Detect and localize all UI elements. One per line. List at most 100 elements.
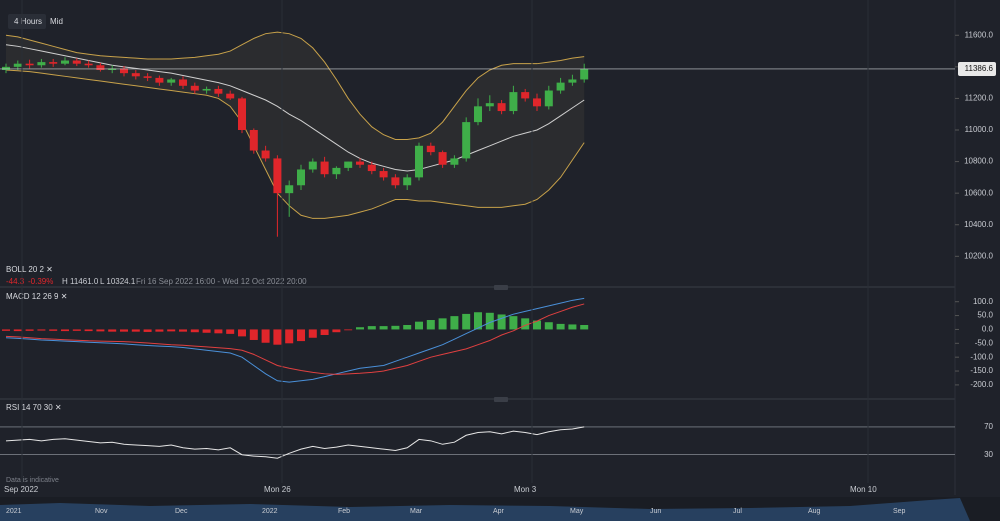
candle-body — [332, 167, 341, 175]
macd-histogram — [202, 329, 211, 333]
navigator-label: Jul — [733, 508, 742, 515]
candle-body — [356, 161, 364, 165]
macd-histogram — [273, 329, 282, 345]
price-mode[interactable]: Mid — [50, 17, 63, 26]
resize-handle[interactable] — [494, 397, 508, 402]
candle-body — [238, 98, 246, 130]
macd-histogram — [344, 329, 353, 331]
navigator-label: Nov — [95, 508, 108, 515]
candle-body — [308, 161, 317, 170]
candle-body — [49, 62, 58, 64]
macd-histogram — [308, 329, 317, 338]
macd-histogram — [261, 329, 270, 343]
candle-body — [379, 171, 388, 178]
navigator-label: Jun — [650, 508, 661, 515]
y-tick-label: 100.0 — [973, 297, 994, 306]
last-price-box — [958, 61, 996, 76]
candle-body — [179, 79, 187, 86]
macd-histogram — [285, 329, 294, 344]
candle-body — [226, 93, 235, 99]
navigator-label: Dec — [175, 508, 188, 515]
candle-body — [13, 63, 22, 67]
macd-histogram — [379, 326, 388, 330]
macd-histogram — [297, 329, 305, 342]
macd-histogram — [143, 329, 152, 332]
candle-body — [167, 79, 176, 83]
candle-body — [509, 92, 518, 112]
macd-histogram — [367, 326, 376, 330]
navigator-label: Aug — [808, 508, 821, 515]
macd-histogram — [533, 320, 541, 330]
interval-button[interactable] — [8, 14, 46, 29]
macd-histogram — [120, 329, 128, 332]
navigator-area — [0, 498, 970, 521]
macd-histogram — [226, 329, 235, 334]
low-label: L 10324.1 — [100, 277, 136, 286]
y-tick-label: 10600.0 — [964, 188, 993, 197]
macd-histogram — [474, 312, 482, 330]
y-tick-label: -200.0 — [970, 380, 993, 389]
indicator-label[interactable]: BOLL 20 2 ✕ — [6, 265, 53, 274]
time-label: Mon 26 — [264, 485, 291, 494]
candle-body — [544, 90, 553, 107]
navigator-label: May — [570, 508, 584, 515]
range-label: Fri 16 Sep 2022 16:00 - Wed 12 Oct 2022 … — [136, 277, 307, 286]
y-tick-label: 10400.0 — [964, 220, 993, 229]
macd-histogram — [497, 314, 506, 330]
candle-body — [462, 122, 471, 159]
candle-body — [521, 92, 530, 99]
macd-histogram — [544, 322, 553, 330]
navigator-label: 2021 — [6, 508, 22, 515]
macd-histogram — [249, 329, 258, 340]
interval[interactable]: 4 Hours — [14, 17, 42, 26]
macd-histogram — [485, 312, 494, 330]
candle-body — [568, 79, 577, 83]
y-tick-label: 11200.0 — [965, 94, 994, 103]
candle-body — [580, 68, 589, 80]
macd-histogram — [167, 329, 176, 332]
band-middle — [5, 44, 585, 172]
macd-histogram — [332, 329, 341, 333]
high-label: H 11461.0 — [62, 277, 99, 286]
macd-histogram — [96, 329, 105, 332]
macd-histogram — [415, 321, 423, 330]
macd-histogram — [108, 329, 117, 332]
band-fill — [6, 32, 585, 219]
resize-handle[interactable] — [494, 285, 508, 290]
candle-body — [155, 77, 164, 83]
note: Data is indicative — [6, 477, 59, 484]
candle-body — [297, 169, 305, 186]
macd-histogram — [190, 329, 199, 333]
macd-histogram — [131, 329, 140, 332]
candle-body — [249, 130, 258, 151]
navigator-label: Feb — [338, 508, 350, 515]
change-pct: -0.39% — [28, 277, 53, 286]
macd-histogram — [438, 318, 447, 330]
macd-histogram — [462, 313, 471, 330]
band-lower — [5, 69, 585, 219]
macd-histogram — [238, 329, 246, 337]
time-label: Sep 2022 — [4, 485, 39, 494]
macd-histogram — [37, 329, 46, 331]
macd-histogram — [556, 323, 565, 330]
candle-body — [391, 177, 400, 186]
macd-histogram — [155, 329, 164, 332]
candle-body — [320, 161, 329, 175]
macd-histogram — [179, 329, 187, 332]
y-tick-label: -50.0 — [975, 338, 994, 347]
navigator-label: Sep — [893, 508, 906, 515]
indicator-label[interactable]: MACD 12 26 9 ✕ — [6, 292, 67, 301]
candle-body — [143, 76, 152, 78]
band-upper — [5, 31, 585, 140]
indicator-label[interactable]: RSI 14 70 30 ✕ — [6, 403, 62, 412]
candle-body — [426, 145, 435, 153]
macd-histogram — [320, 329, 329, 335]
candle-body — [202, 88, 211, 91]
macd-histogram — [214, 329, 223, 334]
macd-histogram — [509, 316, 518, 330]
candle-body — [450, 158, 459, 165]
y-tick-label: 70 — [984, 422, 993, 431]
macd-histogram — [72, 329, 81, 331]
candle-body — [344, 161, 353, 168]
y-tick-label: -100.0 — [970, 352, 993, 361]
